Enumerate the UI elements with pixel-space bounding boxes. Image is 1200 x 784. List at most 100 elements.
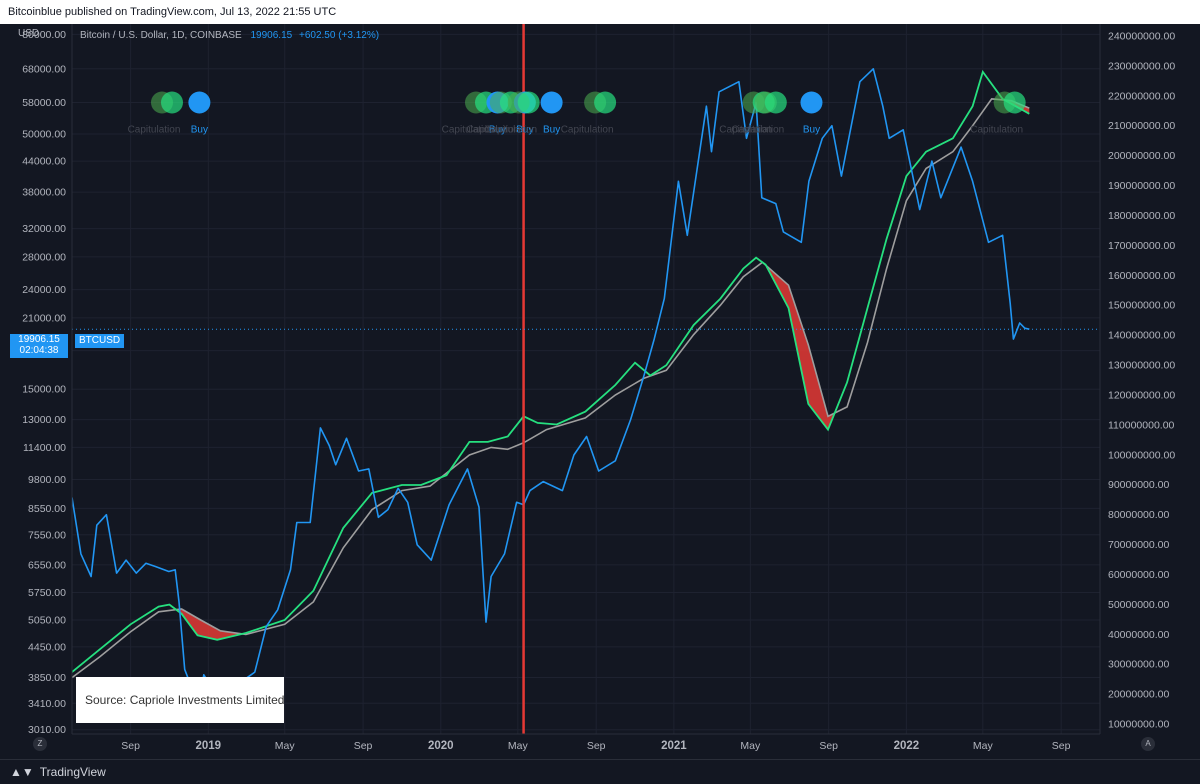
left-tick-label: 58000.00 xyxy=(22,97,66,109)
buy-signal-dot xyxy=(800,91,823,114)
time-axis: Sep 2019 May Sep 2020 May Sep 2021 May Sep 2022 May… xyxy=(72,733,1100,752)
capitulation-signal-label: Capitulation xyxy=(484,125,537,136)
bear-fill xyxy=(767,266,835,428)
time-tick-label: 2021 xyxy=(661,740,687,752)
last-price-value: 19906.15 xyxy=(18,334,60,345)
slow-average-line xyxy=(71,98,1030,679)
zoom-button[interactable]: Z xyxy=(33,737,47,751)
buy-signal-label: Buy xyxy=(803,125,820,136)
left-tick-label: 15000.00 xyxy=(22,384,66,396)
capitulation-signal-dot xyxy=(160,91,183,114)
chart-grid xyxy=(72,24,1100,734)
left-tick-label: 3850.00 xyxy=(28,672,66,684)
footer-bar: ▲▼ TradingView xyxy=(0,759,1200,784)
right-tick-label: 210000000.00 xyxy=(1108,120,1175,132)
price-chart[interactable]: Capitulation Buy CapitulationBuyCapitulati… xyxy=(0,24,1200,759)
time-tick-label: May xyxy=(508,740,529,752)
left-tick-label: 6550.00 xyxy=(28,559,66,571)
right-tick-label: 230000000.00 xyxy=(1108,60,1175,72)
right-tick-label: 220000000.00 xyxy=(1108,90,1175,102)
right-tick-label: 60000000.00 xyxy=(1108,569,1169,581)
right-tick-label: 190000000.00 xyxy=(1108,180,1175,192)
last-price-tag: 19906.15 02:04:38 xyxy=(10,334,68,358)
legend-symbol: Bitcoin / U.S. Dollar, 1D, COINBASE xyxy=(80,30,242,41)
capitulation-signal-dot xyxy=(764,91,787,114)
right-tick-label: 110000000.00 xyxy=(1108,419,1175,431)
buy-signal-dot xyxy=(188,91,211,114)
publish-text: Bitcoinblue published on TradingView.com… xyxy=(8,6,337,18)
buy-signal-label: Buy xyxy=(516,125,533,136)
time-tick-label: Sep xyxy=(587,740,606,752)
right-tick-label: 10000000.00 xyxy=(1108,719,1169,731)
left-tick-label: 13000.00 xyxy=(22,414,66,426)
auto-scale-button[interactable]: A xyxy=(1141,737,1155,751)
left-tick-label: 38000.00 xyxy=(22,187,66,199)
time-tick-label: Sep xyxy=(354,740,373,752)
capitulation-signal-dot xyxy=(517,91,540,114)
capitulation-signal-label: Capitulation xyxy=(561,125,614,136)
left-tick-label: 80000.00 xyxy=(22,29,66,41)
series-name-tag: BTCUSD xyxy=(75,334,125,348)
capitulation-signal-dot xyxy=(1003,91,1026,114)
left-price-axis: 80000.00 68000.00 58000.00 50000.00 44000.00… xyxy=(0,24,73,759)
time-tick-label: 2022 xyxy=(894,740,920,752)
capitulation-signal-label: Capitulation xyxy=(128,125,181,136)
right-axis-bg xyxy=(1100,24,1200,759)
time-tick-label: May xyxy=(740,740,761,752)
right-tick-label: 140000000.00 xyxy=(1108,330,1175,342)
right-tick-label: 100000000.00 xyxy=(1108,449,1175,461)
right-tick-label: 70000000.00 xyxy=(1108,539,1169,551)
time-tick-label: 2020 xyxy=(428,740,454,752)
left-tick-label: 50000.00 xyxy=(22,128,66,140)
buy-signal-label: Buy xyxy=(489,125,506,136)
brand-name: TradingView xyxy=(39,765,106,779)
buy-signal-label: Buy xyxy=(543,125,560,136)
chart-legend: Bitcoin / U.S. Dollar, 1D, COINBASE 1990… xyxy=(80,30,379,41)
signal-dots: Capitulation Buy CapitulationBuyCapitulati… xyxy=(128,91,1026,136)
left-tick-label: 11400.00 xyxy=(23,442,66,454)
left-tick-label: 32000.00 xyxy=(22,223,66,235)
source-note: Source: Capriole Investments Limited xyxy=(76,677,284,723)
capitulation-signal-dot xyxy=(594,91,617,114)
capitulation-signal-label: Capitulation xyxy=(442,125,495,136)
right-tick-label: 90000000.00 xyxy=(1108,479,1169,491)
time-tick-label: 2019 xyxy=(196,740,222,752)
right-tick-label: 30000000.00 xyxy=(1108,659,1169,671)
time-tick-label: Sep xyxy=(121,740,140,752)
legend-change: +602.50 (+3.12%) xyxy=(299,30,380,41)
right-tick-label: 120000000.00 xyxy=(1108,389,1175,401)
bar-countdown: 02:04:38 xyxy=(19,345,59,356)
tradingview-logo: ▲▼ TradingView xyxy=(10,765,106,779)
left-tick-label: 44000.00 xyxy=(22,156,66,168)
right-tick-label: 200000000.00 xyxy=(1108,150,1175,162)
time-tick-label: Sep xyxy=(819,740,838,752)
right-tick-label: 150000000.00 xyxy=(1108,300,1175,312)
right-tick-label: 40000000.00 xyxy=(1108,629,1169,641)
right-tick-label: 170000000.00 xyxy=(1108,240,1175,252)
capitulation-signal-label: Capitulation xyxy=(466,125,519,136)
left-tick-label: 28000.00 xyxy=(22,251,66,263)
left-tick-label: 24000.00 xyxy=(22,284,66,296)
left-tick-label: 3410.00 xyxy=(28,698,66,710)
capitulation-signal-label: Capitulation xyxy=(731,125,784,136)
tradingview-logo-icon: ▲▼ xyxy=(10,765,34,779)
publish-header: Bitcoinblue published on TradingView.com… xyxy=(0,0,1200,24)
left-tick-label: 8550.00 xyxy=(28,503,66,515)
time-tick-label: Sep xyxy=(1052,740,1071,752)
time-tick-label: May xyxy=(973,740,994,752)
fast-average-line xyxy=(71,69,1030,673)
legend-price: 19906.15 xyxy=(250,30,293,41)
left-tick-label: 7550.00 xyxy=(28,529,66,541)
buy-signal-label: Buy xyxy=(191,125,208,136)
buy-signal-dot xyxy=(540,91,563,114)
right-tick-label: 240000000.00 xyxy=(1108,31,1175,43)
time-tick-label: May xyxy=(275,740,296,752)
right-tick-label: 80000000.00 xyxy=(1108,509,1169,521)
left-tick-label: 5050.00 xyxy=(28,615,66,627)
left-tick-label: 5750.00 xyxy=(28,587,66,599)
left-tick-label: 68000.00 xyxy=(22,63,66,75)
right-tick-label: 130000000.00 xyxy=(1108,360,1175,372)
left-tick-label: 3010.00 xyxy=(28,724,66,736)
capitulation-signal-label: Capitulation xyxy=(719,125,772,136)
right-tick-label: 160000000.00 xyxy=(1108,270,1175,282)
